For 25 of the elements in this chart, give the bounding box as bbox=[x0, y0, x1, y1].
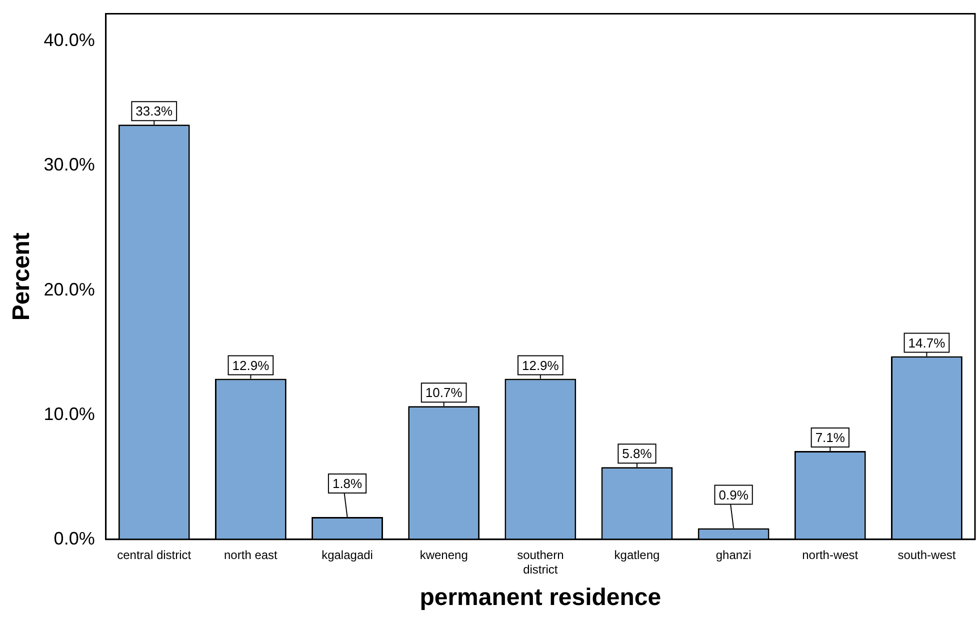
data-label: 10.7% bbox=[425, 385, 463, 400]
x-tick-label: southern district bbox=[517, 548, 564, 576]
data-label: 1.8% bbox=[332, 476, 363, 492]
x-tick-label: north east bbox=[224, 548, 278, 562]
y-tick-label: 20.0% bbox=[44, 279, 95, 300]
y-tick-label: 40.0% bbox=[44, 30, 95, 50]
x-tick-label: north-west bbox=[802, 548, 859, 562]
data-label: 5.8% bbox=[622, 446, 652, 462]
data-label: 0.9% bbox=[718, 487, 749, 502]
y-tick-label: 0.0% bbox=[54, 528, 95, 548]
x-axis-title: permanent residence bbox=[420, 584, 662, 612]
x-tick-label: south-west bbox=[898, 548, 956, 562]
data-label: 12.9% bbox=[522, 358, 560, 373]
data-label: 12.9% bbox=[232, 358, 270, 373]
data-label: 33.3% bbox=[136, 104, 173, 119]
y-tick-label: 30.0% bbox=[44, 154, 95, 175]
x-tick-label: ghanzi bbox=[716, 548, 752, 562]
x-tick-label: kweneng bbox=[420, 548, 468, 562]
x-tick-label: kgalagadi bbox=[322, 548, 373, 562]
y-tick-label: 10.0% bbox=[44, 404, 95, 424]
data-label: 7.1% bbox=[815, 430, 846, 446]
x-tick-label: kgatleng bbox=[614, 548, 660, 562]
data-label: 14.7% bbox=[908, 335, 946, 350]
x-tick-label: central district bbox=[117, 548, 192, 562]
y-axis-title: Percent bbox=[8, 232, 36, 321]
